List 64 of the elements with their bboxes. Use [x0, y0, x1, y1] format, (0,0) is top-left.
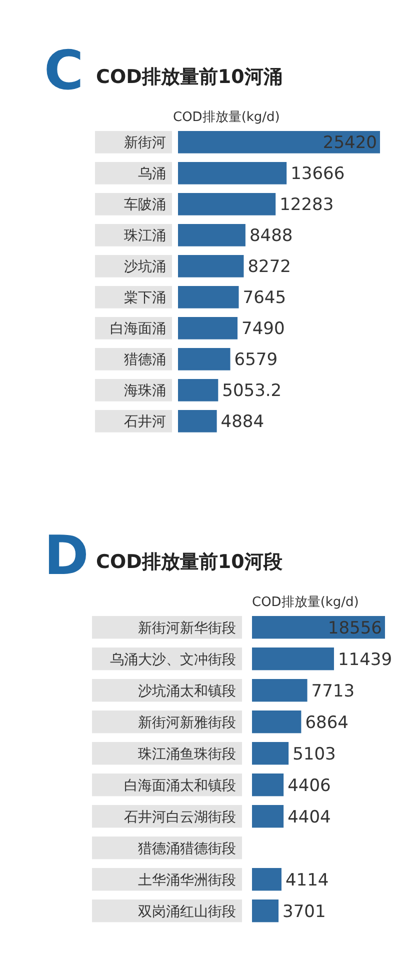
y-tick-label: 珠江涌鱼珠街段 — [138, 746, 236, 762]
y-tick-label: 石井河 — [124, 414, 166, 430]
data-label: 13666 — [290, 164, 345, 184]
data-label: 4404 — [288, 807, 331, 828]
data-label: 5053.2 — [222, 381, 282, 402]
bar — [252, 648, 334, 670]
bar — [178, 131, 380, 154]
bar — [252, 774, 284, 796]
bar — [178, 286, 239, 308]
data-label: 7490 — [242, 319, 285, 340]
y-tick-label: 珠江涌 — [124, 228, 166, 244]
y-tick-label: 新街河新雅街段 — [138, 714, 236, 731]
data-label: 8272 — [248, 257, 291, 278]
y-tick-label: 石井河白云湖街段 — [124, 809, 236, 826]
bar — [252, 710, 302, 734]
y-tick-label: 新街河新华街段 — [138, 620, 236, 636]
y-tick-label: 车陂涌 — [124, 197, 166, 214]
y-tick-label: 白海面涌太和镇段 — [124, 778, 236, 794]
chart-title: COD排放量前10河涌 — [96, 66, 282, 88]
x-axis-title: COD排放量(kg/d) — [173, 110, 280, 125]
bar — [178, 224, 246, 246]
y-tick-label: 棠下涌 — [124, 290, 166, 306]
y-tick-label: 沙坑涌 — [124, 259, 166, 276]
data-label: 7645 — [242, 288, 286, 308]
data-label: 7713 — [311, 681, 355, 702]
data-label: 25420 — [322, 133, 377, 154]
x-axis-title: COD排放量(kg/d) — [252, 595, 359, 610]
data-label: 8488 — [249, 226, 293, 246]
text: D — [44, 524, 89, 587]
data-label: 4406 — [288, 776, 331, 796]
data-label: 4884 — [220, 412, 264, 432]
data-label: 12283 — [280, 195, 334, 216]
bar — [178, 255, 244, 278]
y-tick-label: 猎德涌猎德街段 — [138, 840, 236, 857]
bar — [178, 317, 238, 340]
data-label: 3701 — [282, 902, 326, 922]
data-label: 11439 — [338, 650, 392, 670]
y-tick-label: 猎德涌 — [124, 352, 166, 368]
y-tick-label: 沙坑涌太和镇段 — [138, 683, 236, 700]
bar — [178, 379, 218, 402]
bar — [252, 616, 385, 639]
y-tick-label: 白海面涌 — [110, 321, 166, 338]
bar — [252, 679, 308, 702]
text: C — [44, 39, 84, 102]
y-tick-label: 双岗涌红山街段 — [138, 904, 236, 920]
bar — [252, 742, 289, 765]
bar — [178, 348, 230, 370]
data-label: 6864 — [305, 712, 348, 733]
y-tick-label: 乌涌大沙、文冲街段 — [110, 652, 236, 668]
bar — [252, 900, 279, 922]
data-label: 6579 — [234, 350, 278, 370]
bar — [252, 805, 284, 828]
data-label: 5103 — [292, 744, 336, 764]
bar — [178, 410, 217, 432]
bar — [178, 162, 287, 184]
y-tick-label: 海珠涌 — [124, 383, 166, 400]
chart-title: COD排放量前10河段 — [96, 551, 284, 573]
data-label: 4114 — [285, 870, 329, 890]
bar — [178, 193, 276, 216]
bar — [252, 868, 282, 891]
y-tick-label: 新街河 — [124, 135, 166, 152]
y-tick-label: 土华涌华洲街段 — [138, 872, 236, 888]
data-label: 18556 — [328, 618, 382, 638]
y-tick-label: 乌涌 — [138, 166, 166, 182]
